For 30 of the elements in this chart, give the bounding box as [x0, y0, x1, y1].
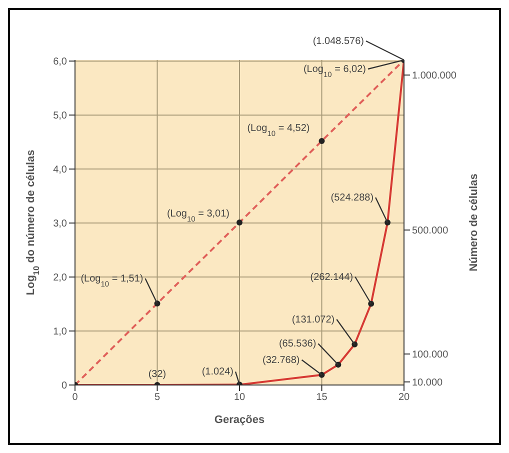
y-tick-label: 6,0 — [53, 56, 68, 68]
x-tick-label: 20 — [398, 392, 410, 404]
y2-tick-label: 10.000 — [412, 377, 444, 388]
data-label: (Log$_{10}$ = 4,52) — [247, 122, 310, 138]
y2-tick-label: 500.000 — [412, 226, 449, 237]
y-tick-label: 4,0 — [53, 164, 68, 176]
y2-axis-title: Número de células — [468, 174, 480, 272]
data-label: (1.048.576) — [312, 36, 364, 47]
y-tick-label: 5,0 — [53, 110, 68, 122]
y-tick-label: 1,0 — [53, 326, 68, 338]
data-label: (Log$_{10}$ = 1,51) — [80, 273, 144, 288]
x-axis-title: Gerações — [214, 414, 265, 426]
data-label: (Log$_{10}$ = 6,02) — [303, 64, 366, 78]
data-label: (32.768) — [262, 354, 300, 366]
y-tick-label: 2,0 — [53, 272, 68, 284]
y2-tick-label: 100.000 — [412, 350, 449, 361]
data-label: (65.536) — [278, 338, 316, 350]
data-label: (1.024) — [202, 366, 234, 378]
x-tick-label: 15 — [316, 392, 328, 404]
data-label: (131.072) — [292, 314, 335, 326]
y-tick-label: 3,0 — [53, 218, 68, 230]
data-label: (262.144) — [310, 272, 354, 283]
data-label: (Log$_{10}$ = 3,01) — [166, 208, 230, 223]
x-tick-label: 0 — [72, 392, 78, 404]
y-tick-label: 0 — [61, 380, 68, 392]
data-label: (524.288) — [330, 192, 374, 204]
x-tick-label: 10 — [234, 392, 246, 404]
x-tick-label: 5 — [154, 392, 160, 404]
y2-tick-label: 1.000.000 — [412, 70, 457, 82]
data-label: (32) — [148, 368, 166, 380]
